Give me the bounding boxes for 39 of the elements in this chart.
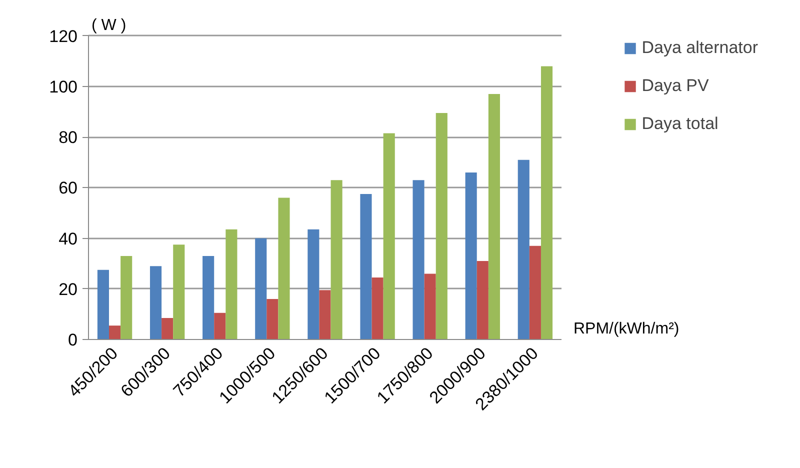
bar: [518, 160, 530, 340]
bar: [202, 256, 214, 340]
bar: [372, 278, 384, 340]
bar: [150, 266, 162, 340]
bar: [476, 261, 488, 340]
y-tick-label: 120: [49, 26, 78, 46]
y-tick-label: 20: [58, 280, 78, 299]
legend-label: Daya alternator: [642, 38, 758, 58]
bar: [383, 133, 395, 340]
y-tick-label: 40: [58, 229, 78, 248]
bar: [214, 312, 226, 340]
bar: [540, 66, 553, 340]
bar: [266, 299, 278, 340]
bar: [173, 244, 185, 340]
bar: [255, 238, 267, 340]
bar: [108, 326, 121, 340]
bar: [162, 318, 174, 340]
bar: [97, 270, 109, 340]
bar: [278, 198, 290, 340]
bar: [412, 180, 424, 340]
y-axis-title: ( W ): [92, 16, 126, 34]
bar: [308, 229, 320, 340]
bar: [226, 229, 238, 340]
legend-label: Daya total: [642, 114, 718, 134]
legend-label: Daya PV: [642, 76, 709, 96]
y-tick-label: 60: [58, 178, 78, 198]
bar: [360, 194, 372, 340]
bar: [529, 246, 541, 340]
bar: [330, 180, 342, 340]
y-tick-label: 80: [58, 128, 78, 148]
bar: [436, 113, 448, 340]
x-axis-title: RPM/(kWh/m²): [573, 320, 680, 338]
y-tick-label: 100: [49, 77, 78, 96]
bar: [465, 172, 477, 340]
bar: [319, 290, 331, 340]
bar: [488, 94, 500, 340]
bar: [120, 256, 132, 340]
y-tick-label: 0: [68, 330, 78, 350]
bar: [424, 274, 436, 340]
